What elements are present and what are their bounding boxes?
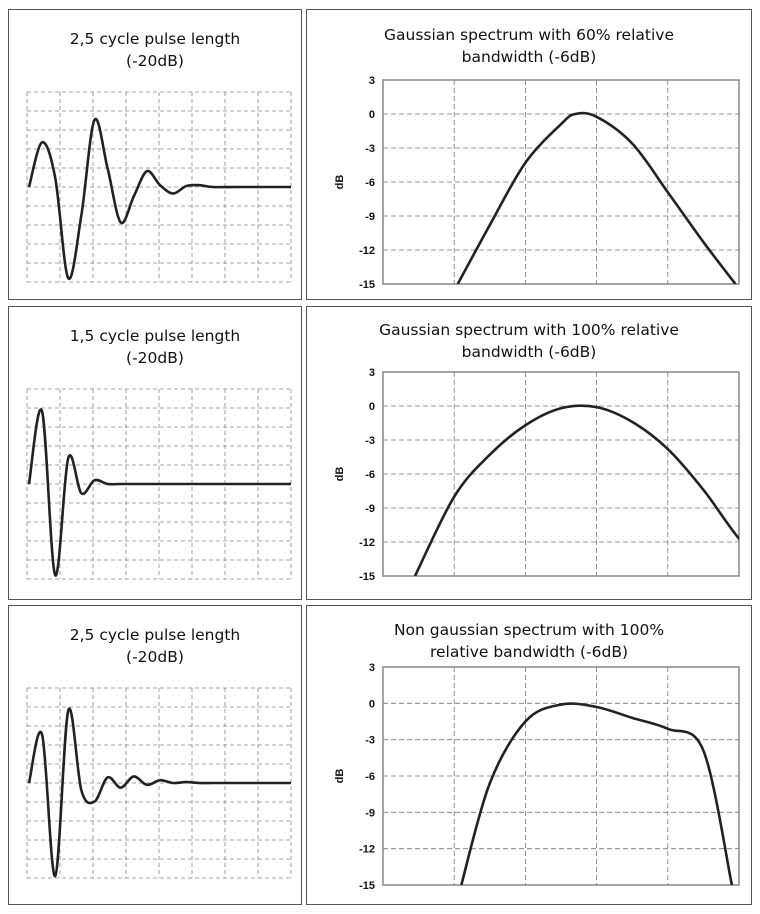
pulse-title-3-line2: (-20dB)	[126, 648, 184, 666]
y-tick-label: -15	[359, 279, 375, 291]
spectrum-title-1: Gaussian spectrum with 60% relative band…	[307, 24, 751, 68]
pulse-title-1-line1: 2,5 cycle pulse length	[69, 30, 241, 48]
spectrum-curve-line	[413, 404, 739, 576]
y-tick-label: -3	[365, 435, 375, 447]
spectrum-curve-line	[456, 111, 737, 284]
y-tick-label: -9	[365, 807, 375, 819]
pulse-panel-2: 1,5 cycle pulse length (-20dB)	[8, 306, 302, 600]
y-axis-label: dB	[334, 467, 346, 482]
spectrum-title-3-line2: relative bandwidth (-6dB)	[429, 643, 629, 661]
pulse-waveform-line	[27, 408, 291, 577]
y-tick-label: -3	[365, 143, 375, 155]
spectrum-title-1-line2: bandwidth (-6dB)	[461, 48, 597, 66]
y-tick-label: -6	[365, 771, 375, 783]
y-tick-label: -9	[365, 211, 375, 223]
y-tick-label: -15	[359, 571, 375, 583]
spectrum-title-2: Gaussian spectrum with 100% relative ban…	[307, 319, 751, 363]
spectrum-chart-1: 3 0 -3 -6 -9 -12 -15 dB	[334, 75, 740, 291]
pulse-chart-3	[26, 687, 292, 879]
pulse-waveform-line	[27, 117, 291, 280]
spectrum-title-3-line1: Non gaussian spectrum with 100%	[393, 621, 665, 639]
pulse-title-1-line2: (-20dB)	[126, 52, 184, 70]
y-tick-label: -3	[365, 735, 375, 747]
pulse-chart-1	[26, 91, 292, 283]
y-tick-label: 3	[369, 75, 375, 87]
spectrum-plot-frame	[382, 79, 740, 285]
pulse-title-3: 2,5 cycle pulse length (-20dB)	[9, 624, 301, 668]
spectrum-plot-frame	[382, 666, 740, 886]
pulse-title-2-line1: 1,5 cycle pulse length	[69, 327, 241, 345]
y-tick-label: 0	[369, 109, 375, 121]
spectrum-chart-2: 3 0 -3 -6 -9 -12 -15 dB	[334, 367, 740, 583]
y-tick-label: -9	[365, 503, 375, 515]
y-tick-label: -12	[359, 537, 375, 549]
spectrum-title-2-line2: bandwidth (-6dB)	[461, 343, 597, 361]
pulse-chart-2	[26, 388, 292, 580]
spectrum-plot-frame	[382, 371, 740, 577]
y-axis-label: dB	[334, 769, 346, 784]
y-tick-label: -6	[365, 469, 375, 481]
pulse-title-2-line2: (-20dB)	[126, 349, 184, 367]
spectrum-panel-2: Gaussian spectrum with 100% relative ban…	[306, 306, 752, 600]
pulse-grid	[26, 91, 292, 283]
spectrum-chart-3: 3 0 -3 -6 -9 -12 -15 dB	[334, 662, 740, 892]
y-tick-label: -6	[365, 177, 375, 189]
spectrum-panel-1: Gaussian spectrum with 60% relative band…	[306, 9, 752, 300]
pulse-title-3-line1: 2,5 cycle pulse length	[69, 626, 241, 644]
pulse-panel-1: 2,5 cycle pulse length (-20dB)	[8, 9, 302, 300]
spectrum-title-2-line1: Gaussian spectrum with 100% relative	[379, 321, 679, 339]
spectrum-panel-3: Non gaussian spectrum with 100% relative…	[306, 605, 752, 905]
spectrum-grid	[383, 372, 739, 576]
pulse-title-2: 1,5 cycle pulse length (-20dB)	[9, 325, 301, 369]
y-axis-label: dB	[334, 175, 346, 190]
y-tick-label: 3	[369, 367, 375, 379]
spectrum-title-3: Non gaussian spectrum with 100% relative…	[307, 619, 751, 663]
spectrum-curve-line	[460, 702, 734, 885]
spectrum-grid	[383, 80, 739, 284]
pulse-title-1: 2,5 cycle pulse length (-20dB)	[9, 28, 301, 72]
pulse-waveform-line	[27, 707, 291, 878]
spectrum-title-1-line1: Gaussian spectrum with 60% relative	[384, 26, 674, 44]
y-tick-label: -12	[359, 844, 375, 856]
y-tick-label: 3	[369, 662, 375, 674]
pulse-panel-3: 2,5 cycle pulse length (-20dB)	[8, 605, 302, 905]
y-tick-label: -15	[359, 880, 375, 892]
y-tick-label: -12	[359, 245, 375, 257]
y-tick-label: 0	[369, 401, 375, 413]
y-tick-label: 0	[369, 698, 375, 710]
spectrum-grid	[383, 667, 739, 885]
